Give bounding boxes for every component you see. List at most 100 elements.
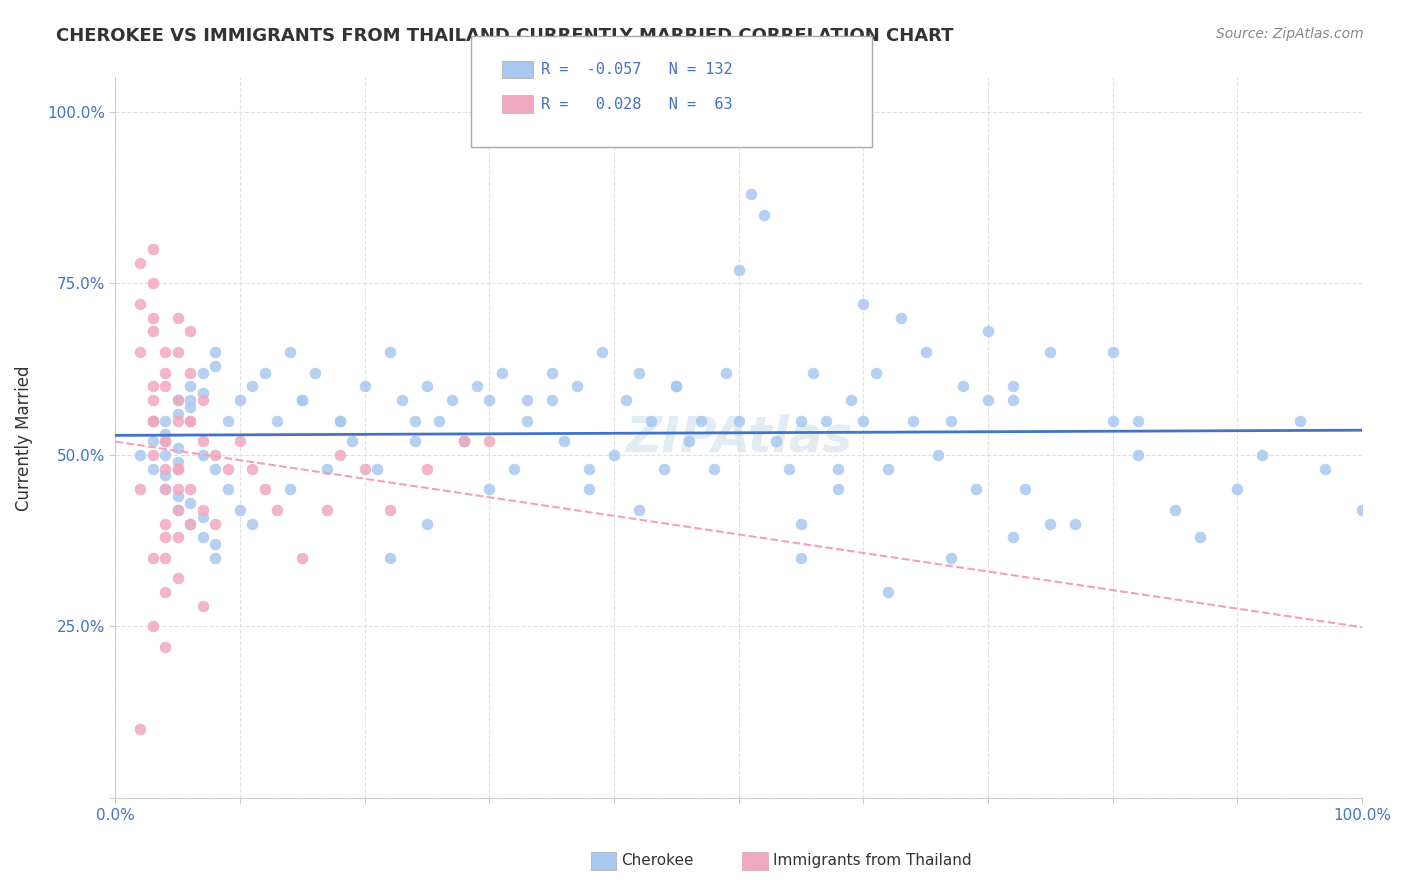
Point (453, 434, 475, 449)
Point (1313, 461, 1336, 475)
Point (603, 448, 626, 462)
Point (142, 242, 165, 256)
Point (1039, 345, 1062, 359)
Point (166, 392, 188, 407)
Point (640, 414, 662, 428)
Point (765, 434, 787, 449)
Point (166, 345, 188, 359)
Point (142, 414, 165, 428)
Point (329, 448, 352, 462)
Point (179, 392, 201, 407)
Point (429, 414, 451, 428)
Point (540, 392, 562, 407)
Text: Immigrants from Thailand: Immigrants from Thailand (773, 854, 972, 868)
Point (179, 496, 201, 510)
Point (478, 482, 501, 496)
Point (516, 392, 538, 407)
Point (939, 550, 962, 565)
Point (179, 414, 201, 428)
Point (153, 516, 176, 531)
Point (242, 379, 264, 393)
Point (678, 434, 700, 449)
Point (752, 208, 775, 222)
Point (166, 461, 188, 475)
Point (865, 366, 887, 380)
Point (153, 414, 176, 428)
Point (166, 407, 188, 421)
Point (242, 461, 264, 475)
Point (1126, 448, 1149, 462)
Point (142, 461, 165, 475)
Point (839, 392, 862, 407)
Point (665, 379, 688, 393)
Point (927, 448, 949, 462)
Point (153, 585, 176, 599)
Point (153, 448, 176, 462)
Point (129, 297, 152, 311)
Point (353, 379, 375, 393)
Point (291, 392, 314, 407)
Point (142, 414, 165, 428)
Point (1351, 503, 1374, 517)
Point (129, 482, 152, 496)
Point (191, 509, 214, 524)
Point (204, 550, 226, 565)
Point (191, 434, 214, 449)
Point (142, 277, 165, 291)
Point (1288, 414, 1310, 428)
Point (391, 392, 413, 407)
Point (1164, 503, 1187, 517)
Point (652, 461, 675, 475)
Point (416, 379, 439, 393)
Point (478, 434, 501, 449)
Point (179, 324, 201, 338)
Point (340, 434, 363, 449)
Point (803, 366, 825, 380)
Point (242, 516, 264, 531)
Point (727, 262, 749, 277)
Point (304, 366, 326, 380)
Point (553, 434, 575, 449)
Point (353, 461, 375, 475)
Point (191, 530, 214, 544)
Point (191, 366, 214, 380)
Point (142, 392, 165, 407)
Point (627, 503, 650, 517)
Point (142, 550, 165, 565)
Point (166, 571, 188, 585)
Point (578, 461, 600, 475)
Point (142, 324, 165, 338)
Point (453, 434, 475, 449)
Point (877, 461, 900, 475)
Point (217, 482, 239, 496)
Point (1001, 530, 1024, 544)
Point (939, 414, 962, 428)
Point (204, 359, 226, 373)
Point (790, 516, 813, 531)
Point (627, 366, 650, 380)
Point (166, 503, 188, 517)
Point (229, 392, 252, 407)
Point (166, 503, 188, 517)
Point (366, 461, 388, 475)
Point (565, 379, 588, 393)
Text: Source: ZipAtlas.com: Source: ZipAtlas.com (1216, 27, 1364, 41)
Point (166, 414, 188, 428)
Point (166, 530, 188, 544)
Point (827, 482, 849, 496)
Point (179, 516, 201, 531)
Point (540, 366, 562, 380)
Point (191, 386, 214, 401)
Point (166, 441, 188, 455)
Point (291, 550, 314, 565)
Point (977, 392, 1000, 407)
Point (465, 379, 488, 393)
Point (166, 455, 188, 469)
Point (142, 619, 165, 633)
Point (217, 461, 239, 475)
Point (179, 414, 201, 428)
Point (890, 310, 912, 325)
Point (253, 482, 276, 496)
Point (1226, 482, 1249, 496)
Point (790, 414, 813, 428)
